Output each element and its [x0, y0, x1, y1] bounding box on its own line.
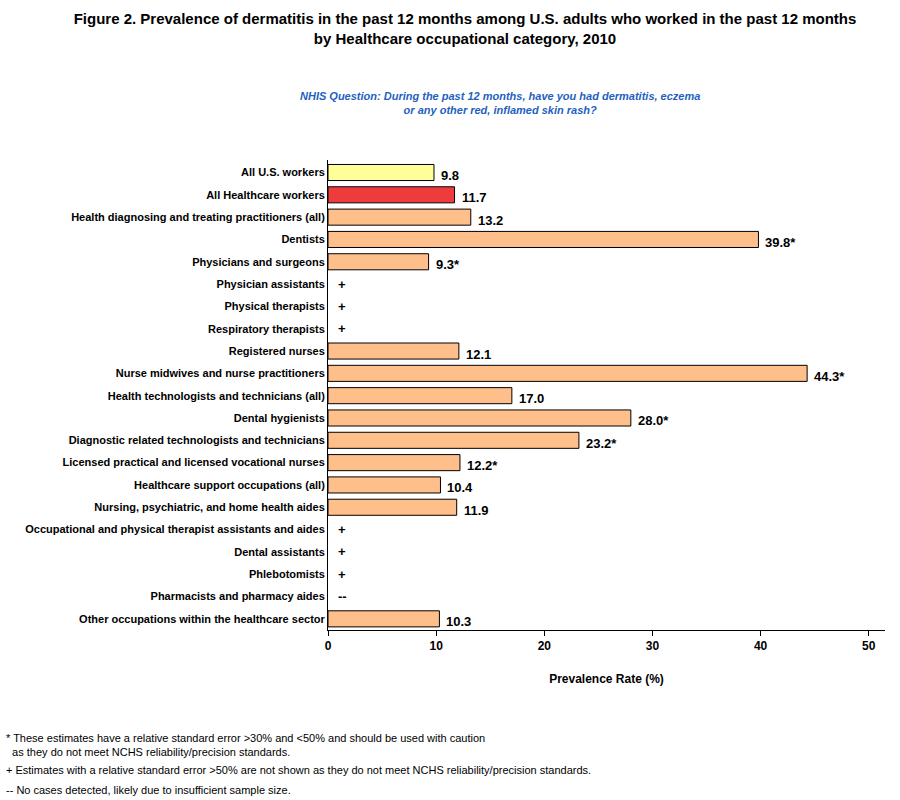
svg-text:Registered nurses: Registered nurses: [229, 345, 325, 357]
svg-text:+ Estimates with a relative st: + Estimates with a relative standard err…: [6, 764, 591, 776]
svg-text:+: +: [338, 321, 346, 336]
svg-text:--: --: [338, 589, 347, 604]
svg-text:+: +: [338, 299, 346, 314]
svg-text:Prevalence Rate (%): Prevalence Rate (%): [549, 672, 664, 686]
svg-text:13.2: 13.2: [478, 213, 503, 228]
svg-text:* These estimates have a relat: * These estimates have a relative standa…: [6, 732, 485, 758]
svg-text:Health technologists and techn: Health technologists and technicians (al…: [108, 390, 325, 402]
svg-text:9.8: 9.8: [441, 168, 459, 183]
svg-text:+: +: [338, 544, 346, 559]
svg-text:+: +: [338, 277, 346, 292]
svg-text:28.0*: 28.0*: [638, 413, 669, 428]
svg-text:44.3*: 44.3*: [814, 369, 845, 384]
svg-text:23.2*: 23.2*: [586, 436, 617, 451]
svg-text:Nursing, psychiatric, and home: Nursing, psychiatric, and home health ai…: [94, 501, 324, 513]
svg-text:Licensed practical and license: Licensed practical and licensed vocation…: [63, 456, 325, 468]
svg-text:Pharmacists and pharmacy aides: Pharmacists and pharmacy aides: [151, 590, 325, 602]
svg-text:Dental assistants: Dental assistants: [234, 546, 324, 558]
svg-text:Occupational and physical ther: Occupational and physical therapist assi…: [25, 523, 325, 535]
svg-text:NHIS Question: During the past: NHIS Question: During the past 12 months…: [300, 90, 700, 116]
svg-text:40: 40: [754, 639, 768, 653]
svg-text:11.7: 11.7: [462, 190, 487, 205]
svg-text:Health diagnosing and treating: Health diagnosing and treating practitio…: [71, 211, 325, 223]
svg-text:+: +: [338, 567, 346, 582]
svg-text:11.9: 11.9: [464, 503, 489, 518]
svg-text:12.1: 12.1: [466, 347, 491, 362]
svg-text:Other occupations within the h: Other occupations within the healthcare …: [79, 613, 325, 625]
svg-text:Diagnostic related technologis: Diagnostic related technologists and tec…: [69, 434, 325, 446]
svg-text:All U.S. workers: All U.S. workers: [241, 166, 325, 178]
svg-text:Nurse midwives and nurse pract: Nurse midwives and nurse practitioners: [116, 367, 325, 379]
svg-text:Physical therapists: Physical therapists: [225, 300, 325, 312]
svg-text:Phlebotomists: Phlebotomists: [249, 568, 325, 580]
svg-text:Physicians and surgeons: Physicians and surgeons: [192, 256, 325, 268]
svg-text:Healthcare support occupations: Healthcare support occupations (all): [134, 479, 325, 491]
svg-text:10: 10: [429, 639, 443, 653]
svg-text:12.2*: 12.2*: [467, 458, 498, 473]
svg-text:Respiratory therapists: Respiratory therapists: [208, 323, 325, 335]
svg-text:Dental hygienists: Dental hygienists: [234, 412, 325, 424]
svg-text:17.0: 17.0: [519, 391, 544, 406]
svg-text:Figure 2. Prevalence of dermat: Figure 2. Prevalence of dermatitis in th…: [74, 10, 857, 47]
svg-text:10.4: 10.4: [447, 480, 473, 495]
svg-text:Physician assistants: Physician assistants: [217, 278, 325, 290]
svg-text:30: 30: [646, 639, 660, 653]
svg-text:20: 20: [538, 639, 552, 653]
svg-text:0: 0: [325, 639, 332, 653]
svg-text:All Healthcare workers: All Healthcare workers: [206, 189, 325, 201]
svg-text:10.3: 10.3: [446, 614, 471, 629]
svg-text:Dentists: Dentists: [281, 233, 324, 245]
svg-text:50: 50: [862, 639, 876, 653]
svg-text:+: +: [338, 522, 346, 537]
svg-text:-- No cases detected, likely d: -- No cases detected, likely due to insu…: [6, 784, 291, 796]
svg-text:39.8*: 39.8*: [765, 235, 796, 250]
svg-text:9.3*: 9.3*: [436, 257, 460, 272]
